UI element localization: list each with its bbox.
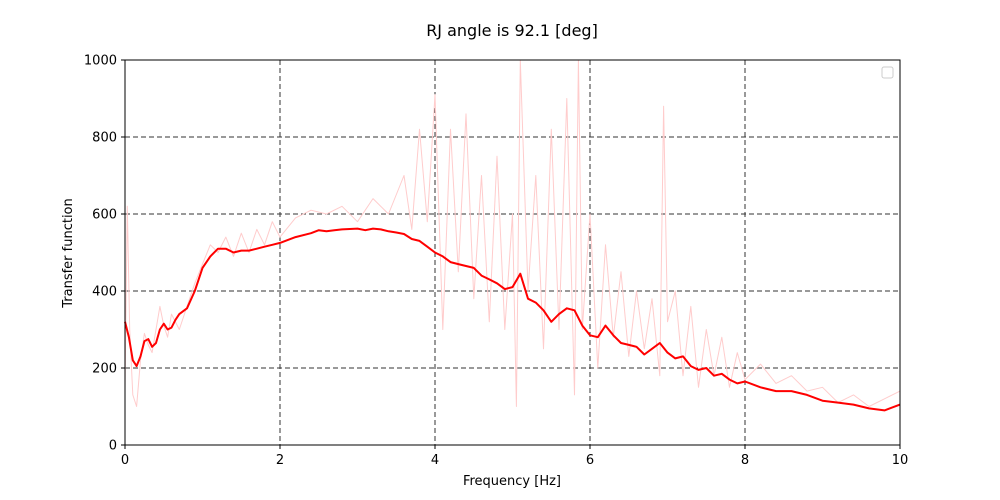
y-tick-label: 0 bbox=[109, 439, 117, 454]
y-tick-label: 400 bbox=[92, 285, 117, 300]
y-tick-label: 800 bbox=[92, 131, 117, 146]
tick-labels: 0 2 4 6 8 10 0 200 400 600 800 1000 bbox=[84, 54, 908, 469]
x-tick-label: 0 bbox=[121, 453, 129, 468]
y-tick-label: 1000 bbox=[84, 54, 117, 69]
legend-box bbox=[881, 66, 894, 79]
raw-series-line bbox=[124, 59, 901, 407]
axes bbox=[124, 59, 901, 446]
y-tick-label: 200 bbox=[92, 362, 117, 377]
x-tick-label: 4 bbox=[431, 453, 439, 468]
x-axis-label: Frequency [Hz] bbox=[463, 474, 561, 489]
y-tick-label: 600 bbox=[92, 208, 117, 223]
x-tick-label: 2 bbox=[276, 453, 284, 468]
chart-title: RJ angle is 92.1 [deg] bbox=[426, 21, 598, 40]
x-tick-label: 10 bbox=[892, 453, 909, 468]
y-axis-label: Transfer function bbox=[61, 198, 76, 309]
plot-frame bbox=[124, 59, 901, 446]
series-layer bbox=[124, 59, 901, 412]
x-tick-label: 8 bbox=[741, 453, 749, 468]
x-tick-label: 6 bbox=[586, 453, 594, 468]
smoothed-series-line bbox=[124, 227, 901, 412]
